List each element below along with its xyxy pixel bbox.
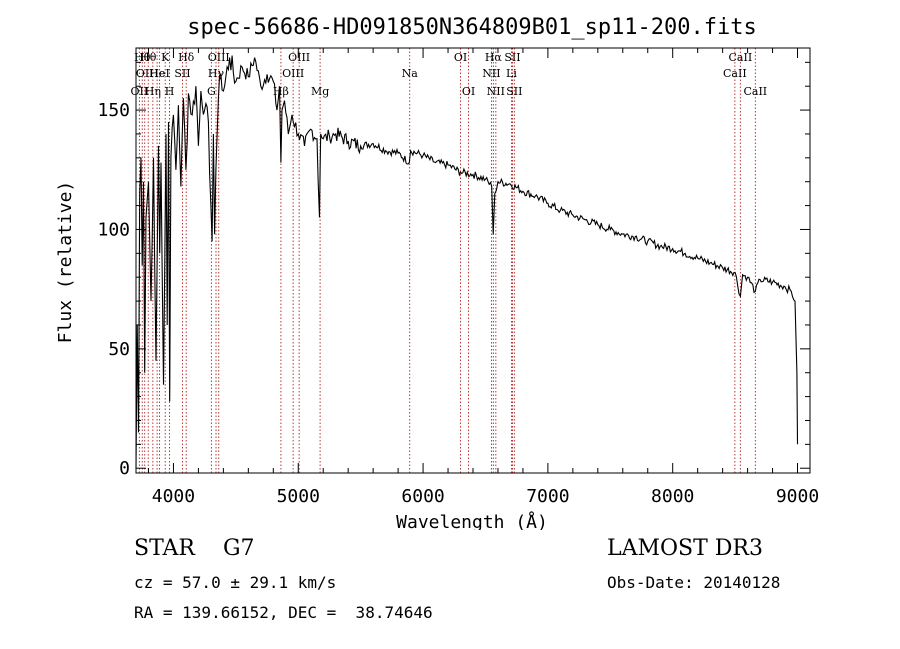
line-marker-label: CaII [723, 67, 747, 80]
line-marker-label: K [161, 51, 170, 64]
object-subclass: G7 [222, 536, 255, 561]
y-axis-label: Flux (relative) [55, 181, 76, 344]
line-marker-label: SII [504, 51, 520, 64]
line-marker-label: NII [482, 67, 500, 80]
line-marker-label: OI [454, 51, 467, 64]
x-tick-label: 5000 [277, 486, 320, 507]
plot-frame [135, 47, 811, 474]
x-axis-label: Wavelength (Å) [396, 511, 548, 530]
y-axis-ticks: 0 50 100 150 [97, 61, 810, 479]
x-axis-ticks: 4000 5000 6000 7000 8000 9000 [147, 48, 819, 507]
line-marker-label: Hθ [140, 51, 157, 64]
x-tick-label: 4000 [152, 486, 195, 507]
line-marker-label: NII [487, 85, 505, 98]
line-marker-label: Hα [485, 51, 503, 64]
ra-dec-coordinates: RA = 139.66152, DEC = 38.74646 [134, 603, 433, 622]
line-marker-label: SII [506, 85, 522, 98]
line-marker-label: SII [174, 67, 190, 80]
line-marker-label: H [165, 85, 175, 98]
line-marker-label: OI [462, 85, 475, 98]
line-markers [138, 48, 756, 473]
line-marker-label: OIII [208, 51, 230, 64]
x-tick-label: 9000 [776, 486, 819, 507]
line-marker-label: OII [131, 85, 149, 98]
x-tick-label: 6000 [401, 486, 444, 507]
line-marker-label: OIII [288, 51, 310, 64]
spectrum-chart: spec-56686-HD091850N364809B01_sp11-200.f… [55, 15, 819, 530]
line-marker-label: G [207, 85, 216, 98]
line-marker-label: Mg [311, 85, 329, 98]
line-marker-label: Hβ [273, 85, 289, 98]
line-marker-label: He [149, 67, 165, 80]
y-tick-label: 50 [108, 339, 130, 360]
spectrum-line [135, 55, 799, 469]
line-marker-label: Hδ [178, 51, 195, 64]
line-marker-label: CaII [743, 85, 767, 98]
object-class: STAR [134, 536, 195, 561]
line-marker-label: OII [136, 67, 154, 80]
y-tick-label: 100 [97, 219, 130, 240]
line-marker-label: OIII [282, 67, 304, 80]
line-marker-label: CaII [729, 51, 753, 64]
line-marker-label: HeI [149, 67, 169, 80]
line-marker-label: Hη [145, 85, 161, 98]
redshift-velocity: cz = 57.0 ± 29.1 km/s [134, 573, 337, 592]
object-classification: STAR G7 [134, 536, 255, 561]
line-marker-label: Hθ [134, 51, 151, 64]
observation-date: Obs-Date: 20140128 [607, 573, 781, 592]
line-marker-label: Na [402, 67, 419, 80]
survey-name: LAMOST DR3 [607, 536, 763, 561]
chart-title: spec-56686-HD091850N364809B01_sp11-200.f… [187, 15, 757, 40]
y-tick-label: 150 [97, 100, 130, 121]
x-tick-label: 7000 [526, 486, 569, 507]
x-tick-label: 8000 [651, 486, 694, 507]
y-tick-label: 0 [119, 458, 130, 479]
line-marker-label: Li [506, 67, 517, 80]
line-marker-label: Hγ [208, 67, 225, 80]
